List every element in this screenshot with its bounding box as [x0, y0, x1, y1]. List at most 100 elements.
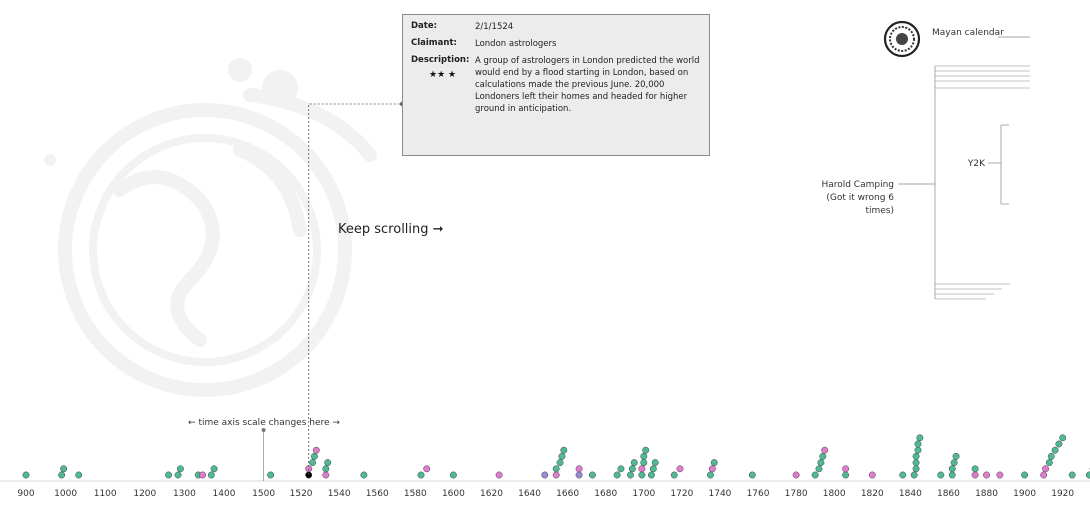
prediction-point[interactable] — [541, 471, 549, 479]
prediction-point[interactable] — [912, 452, 920, 460]
prediction-point[interactable] — [971, 471, 979, 479]
prediction-point[interactable] — [640, 452, 648, 460]
prediction-point[interactable] — [676, 465, 684, 473]
prediction-point[interactable] — [58, 471, 66, 479]
prediction-point[interactable] — [210, 465, 218, 473]
prediction-point[interactable] — [575, 471, 583, 479]
prediction-point[interactable] — [575, 465, 583, 473]
prediction-point[interactable] — [912, 459, 920, 467]
prediction-point[interactable] — [617, 465, 625, 473]
prediction-point[interactable] — [1040, 471, 1048, 479]
prediction-point[interactable] — [952, 452, 960, 460]
x-tick-label: 1640 — [518, 489, 541, 499]
prediction-point[interactable] — [322, 465, 330, 473]
tooltip-description-value: A group of astrologers in London predict… — [475, 56, 700, 114]
prediction-point[interactable] — [1085, 471, 1090, 479]
mayan-calendar-icon — [883, 20, 921, 58]
prediction-point[interactable] — [640, 459, 648, 467]
prediction-point[interactable] — [647, 471, 655, 479]
prediction-point[interactable] — [916, 434, 924, 442]
x-tick-label: 1840 — [899, 489, 922, 499]
prediction-point[interactable] — [417, 471, 425, 479]
prediction-point[interactable] — [360, 471, 368, 479]
scale-change-dot — [261, 428, 266, 432]
x-tick-label: 1720 — [670, 489, 693, 499]
prediction-point[interactable] — [1021, 471, 1029, 479]
x-tick-label: 1680 — [594, 489, 617, 499]
prediction-point[interactable] — [199, 471, 207, 479]
prediction-point[interactable] — [1042, 465, 1049, 473]
prediction-point[interactable] — [651, 459, 659, 467]
prediction-point[interactable] — [914, 446, 922, 454]
prediction-point[interactable] — [267, 471, 275, 479]
prediction-point[interactable] — [60, 465, 68, 473]
prediction-point[interactable] — [748, 471, 756, 479]
prediction-point[interactable] — [1068, 471, 1076, 479]
prediction-point[interactable] — [971, 465, 979, 473]
prediction-point[interactable] — [937, 471, 945, 479]
prediction-point[interactable] — [1045, 459, 1053, 467]
prediction-point[interactable] — [706, 471, 714, 479]
prediction-point[interactable] — [1047, 452, 1055, 460]
x-tick-label: 1660 — [556, 489, 579, 499]
prediction-point[interactable] — [868, 471, 876, 479]
prediction-point[interactable] — [1055, 440, 1063, 448]
prediction-point[interactable] — [792, 471, 800, 479]
prediction-point[interactable] — [560, 446, 568, 454]
prediction-point[interactable] — [710, 459, 718, 467]
prediction-point[interactable] — [983, 471, 990, 479]
prediction-point[interactable] — [495, 471, 503, 479]
prediction-point[interactable] — [310, 452, 318, 460]
annotation-y2k: Y2K — [967, 159, 986, 169]
prediction-point[interactable] — [815, 465, 823, 473]
prediction-point[interactable] — [165, 471, 173, 479]
prediction-point[interactable] — [819, 452, 827, 460]
prediction-point[interactable] — [638, 465, 646, 473]
prediction-point[interactable] — [948, 471, 956, 479]
prediction-point[interactable] — [312, 446, 320, 454]
prediction-point[interactable] — [842, 465, 850, 473]
prediction-point[interactable] — [322, 471, 330, 479]
prediction-point[interactable] — [842, 471, 850, 479]
prediction-point[interactable] — [670, 471, 678, 479]
prediction-point[interactable] — [817, 459, 825, 467]
tooltip-description-key: Description: — [411, 55, 470, 65]
x-tick-label: 1860 — [937, 489, 960, 499]
prediction-point[interactable] — [630, 459, 638, 467]
prediction-point[interactable] — [324, 459, 332, 467]
prediction-point[interactable] — [642, 446, 650, 454]
prediction-point[interactable] — [708, 465, 716, 473]
prediction-point[interactable] — [638, 471, 646, 479]
prediction-point[interactable] — [627, 471, 634, 479]
prediction-point[interactable] — [556, 459, 564, 467]
prediction-point[interactable] — [948, 465, 956, 473]
prediction-point[interactable] — [821, 446, 829, 454]
prediction-point[interactable] — [588, 471, 596, 479]
prediction-point[interactable] — [996, 471, 1004, 479]
prediction-point[interactable] — [207, 471, 215, 479]
prediction-point[interactable] — [912, 465, 920, 473]
prediction-point[interactable] — [914, 440, 922, 448]
prediction-point[interactable] — [309, 459, 316, 467]
prediction-point[interactable] — [899, 471, 907, 479]
prediction-point[interactable] — [558, 452, 566, 460]
prediction-point[interactable] — [1051, 446, 1059, 454]
prediction-point[interactable] — [22, 471, 30, 479]
prediction-point[interactable] — [649, 465, 657, 473]
prediction-point[interactable] — [1059, 434, 1067, 442]
prediction-point[interactable] — [552, 465, 560, 473]
annotation-camping-1: Harold Camping — [821, 180, 894, 190]
prediction-point[interactable] — [552, 471, 560, 479]
prediction-point[interactable] — [950, 459, 958, 467]
prediction-point[interactable] — [811, 471, 819, 479]
prediction-point[interactable] — [628, 465, 636, 473]
prediction-point[interactable] — [176, 465, 184, 473]
prediction-point[interactable] — [174, 471, 182, 479]
prediction-point[interactable] — [613, 471, 621, 479]
prediction-point[interactable] — [423, 465, 431, 473]
x-tick-label: 1740 — [709, 489, 732, 499]
prediction-point[interactable] — [75, 471, 83, 479]
x-tick-label: 1900 — [1013, 489, 1036, 499]
prediction-point[interactable] — [449, 471, 457, 479]
prediction-point[interactable] — [910, 471, 918, 479]
